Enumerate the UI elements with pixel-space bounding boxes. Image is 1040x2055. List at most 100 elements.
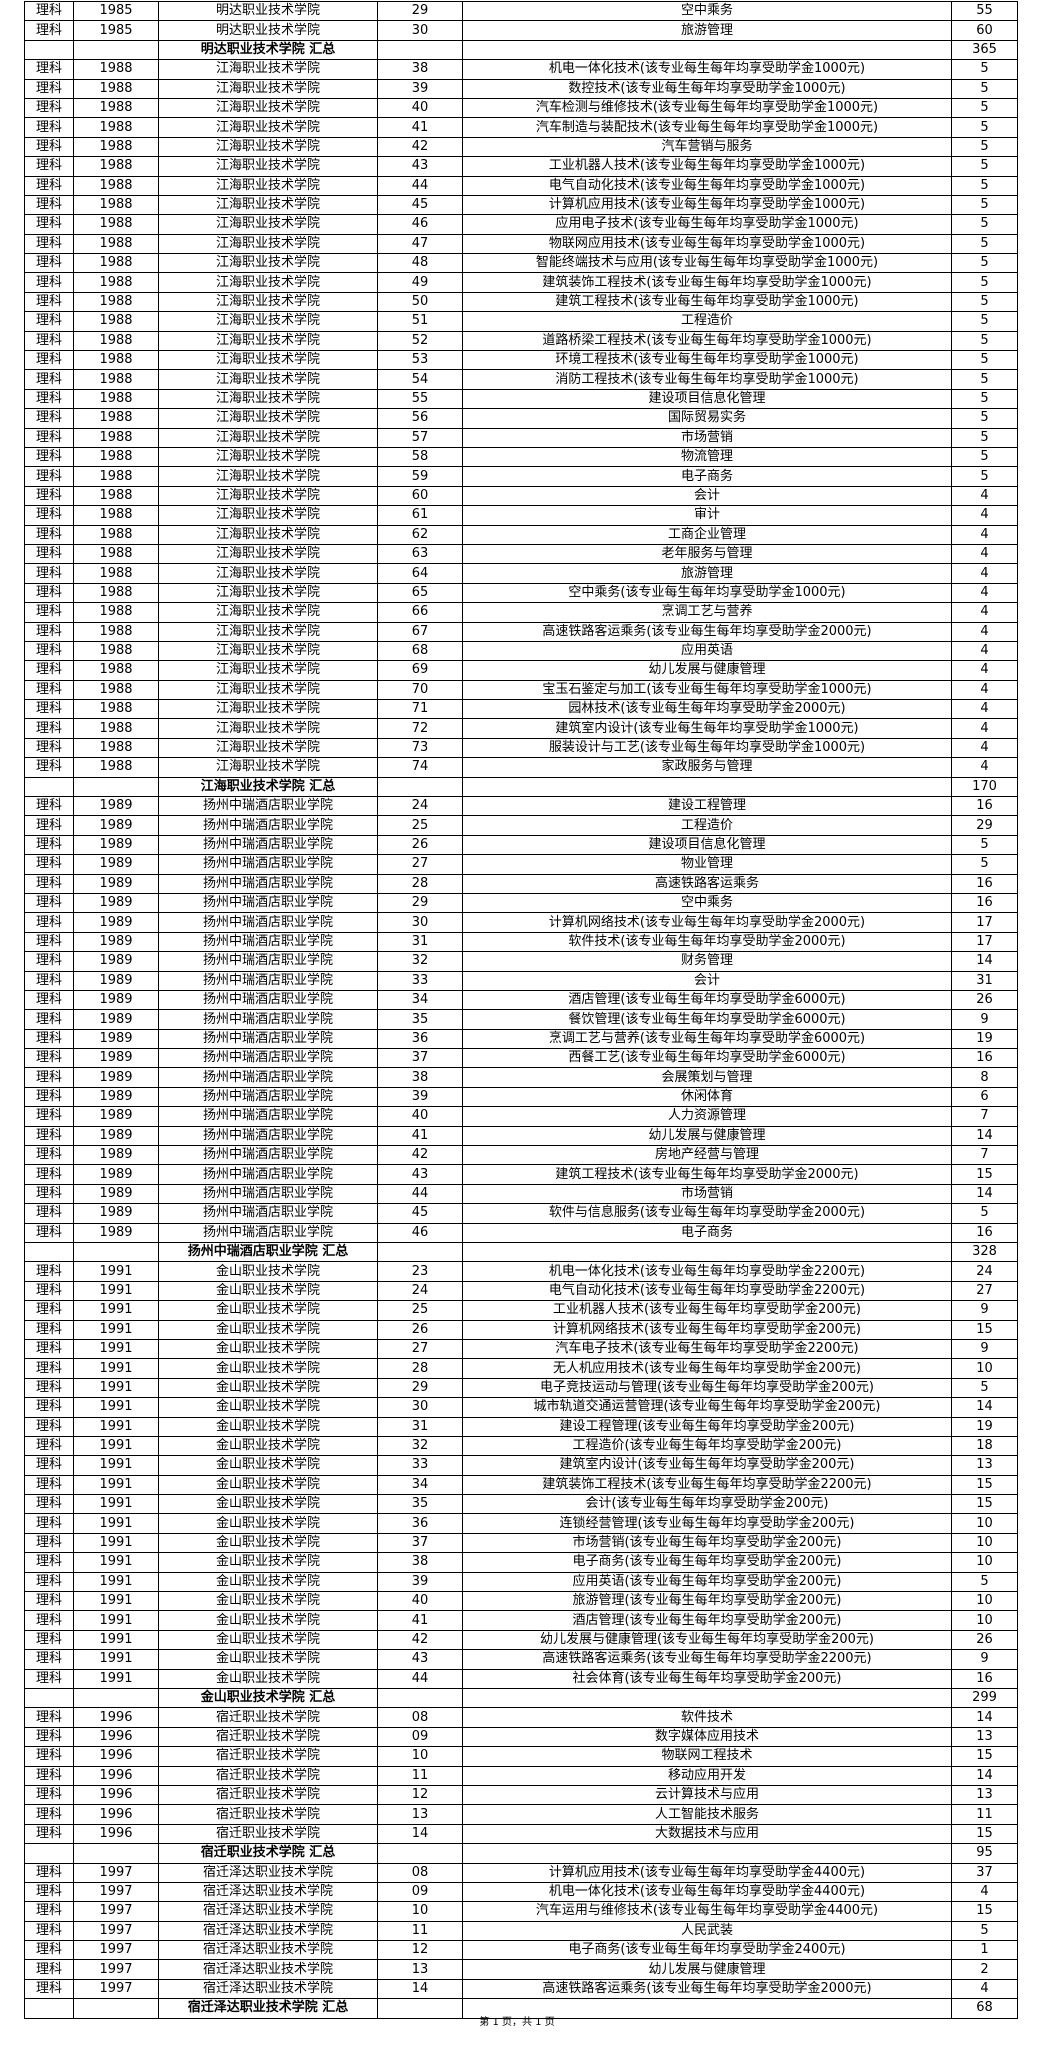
table-row: 理科 1988 江海职业技术学院 67 高速铁路客运乘务(该专业每生每年均享受助学金20… bbox=[24, 621, 1018, 642]
major-code-cell: 39 bbox=[377, 1571, 463, 1593]
school-name-cell: 金山职业技术学院 bbox=[158, 1513, 378, 1534]
table-row: 理科 1989 扬州中瑞酒店职业学院 26 建设项目信息化管理 5 bbox=[24, 834, 1018, 856]
school-name-cell: 江海职业技术学院 bbox=[158, 136, 378, 158]
category-cell: 理科 bbox=[24, 0, 74, 22]
category-cell: 理科 bbox=[24, 214, 74, 235]
table-row: 理科 1991 金山职业技术学院 32 工程造价(该专业每生每年均享受助学金200元) 1… bbox=[24, 1435, 1018, 1457]
school-code-cell: 1988 bbox=[73, 136, 159, 158]
category-cell: 理科 bbox=[24, 1358, 74, 1379]
major-code-cell: 74 bbox=[377, 757, 463, 778]
plan-count-cell: 4 bbox=[951, 602, 1018, 623]
plan-count-cell: 4 bbox=[951, 524, 1018, 545]
school-code-cell: 1988 bbox=[73, 505, 159, 526]
school-code-cell: 1991 bbox=[73, 1455, 159, 1476]
school-code-cell: 1989 bbox=[73, 1009, 159, 1030]
plan-count-cell: 7 bbox=[951, 1106, 1018, 1127]
school-name-cell: 金山职业技术学院 bbox=[158, 1591, 378, 1612]
plan-count-cell: 14 bbox=[951, 1125, 1018, 1147]
school-name-cell: 扬州中瑞酒店职业学院 bbox=[158, 1086, 378, 1108]
category-cell: 理科 bbox=[24, 543, 74, 565]
major-code-cell: 71 bbox=[377, 699, 463, 720]
plan-count-cell: 5 bbox=[951, 1203, 1018, 1224]
plan-count-cell: 4 bbox=[951, 485, 1018, 507]
table-row: 理科 1997 宿迁泽达职业技术学院 10 汽车运用与维修技术(该专业每生每年均享受助学… bbox=[24, 1901, 1018, 1922]
plan-count-cell: 24 bbox=[951, 1261, 1018, 1282]
table-row: 理科 1991 金山职业技术学院 38 电子商务(该专业每生每年均享受助学金200元) 1… bbox=[24, 1552, 1018, 1573]
major-code-cell: 38 bbox=[377, 59, 463, 80]
major-code-cell: 10 bbox=[377, 1746, 463, 1767]
plan-count-cell: 9 bbox=[951, 1009, 1018, 1030]
table-row: 理科 1989 扬州中瑞酒店职业学院 30 计算机网络技术(该专业每生每年均享受助学金2… bbox=[24, 912, 1018, 933]
summary-label-cell: 宿迁职业技术学院 汇总 bbox=[158, 1843, 378, 1864]
school-name-cell: 江海职业技术学院 bbox=[158, 350, 378, 371]
table-row: 理科 1989 扬州中瑞酒店职业学院 29 空中乘务 16 bbox=[24, 892, 1018, 914]
major-name-cell: 应用英语 bbox=[462, 640, 952, 662]
table-row: 理科 1985 明达职业技术学院 29 空中乘务 55 bbox=[24, 0, 1018, 22]
major-code-cell: 36 bbox=[377, 1028, 463, 1050]
major-code-cell: 60 bbox=[377, 485, 463, 507]
major-name-cell: 会计(该专业每生每年均享受助学金200元) bbox=[462, 1494, 952, 1515]
table-row: 理科 1988 江海职业技术学院 54 消防工程技术(该专业每生每年均享受助学金1000… bbox=[24, 369, 1018, 390]
major-name-cell: 高速铁路客运乘务(该专业每生每年均享受助学金2200元) bbox=[462, 1649, 952, 1670]
major-name-cell: 人民武装 bbox=[462, 1920, 952, 1942]
major-name-cell: 市场营销 bbox=[462, 1183, 952, 1205]
category-cell: 理科 bbox=[24, 1280, 74, 1302]
plan-count-cell: 16 bbox=[951, 873, 1018, 894]
major-name-cell: 城市轨道交通运营管理(该专业每生每年均享受助学金200元) bbox=[462, 1397, 952, 1418]
school-name-cell: 明达职业技术学院 bbox=[158, 20, 378, 41]
school-name-cell: 江海职业技术学院 bbox=[158, 369, 378, 390]
school-name-cell: 扬州中瑞酒店职业学院 bbox=[158, 989, 378, 1011]
category-cell: 理科 bbox=[24, 1377, 74, 1399]
school-code-cell: 1988 bbox=[73, 602, 159, 623]
school-name-cell: 江海职业技术学院 bbox=[158, 330, 378, 352]
summary-row: 江海职业技术学院 汇总 170 bbox=[24, 776, 1018, 798]
major-name-cell: 物联网应用技术(该专业每生每年均享受助学金1000元) bbox=[462, 233, 952, 255]
school-code-cell: 1996 bbox=[73, 1823, 159, 1845]
major-name-cell: 会计 bbox=[462, 970, 952, 991]
major-code-cell: 08 bbox=[377, 1862, 463, 1883]
category-cell: 理科 bbox=[24, 1707, 74, 1728]
major-name-cell: 云计算技术与应用 bbox=[462, 1784, 952, 1806]
summary-label-cell: 江海职业技术学院 汇总 bbox=[158, 776, 378, 798]
school-code-cell: 1989 bbox=[73, 989, 159, 1011]
category-cell: 理科 bbox=[24, 892, 74, 914]
school-code-cell: 1991 bbox=[73, 1532, 159, 1554]
major-name-cell: 老年服务与管理 bbox=[462, 543, 952, 565]
school-name-cell: 宿迁职业技术学院 bbox=[158, 1746, 378, 1767]
school-code-cell: 1985 bbox=[73, 0, 159, 22]
plan-count-cell: 4 bbox=[951, 563, 1018, 584]
table-body: 理科 1985 明达职业技术学院 29 空中乘务 55 理科 1985 明达职业技术学院 30 旅游… bbox=[24, 0, 1018, 2019]
major-code-cell: 38 bbox=[377, 1552, 463, 1573]
major-name-cell: 计算机网络技术(该专业每生每年均享受助学金200元) bbox=[462, 1319, 952, 1340]
school-name-cell: 金山职业技术学院 bbox=[158, 1280, 378, 1302]
summary-total-cell: 299 bbox=[951, 1687, 1018, 1709]
category-cell: 理科 bbox=[24, 1920, 74, 1942]
school-name-cell: 宿迁职业技术学院 bbox=[158, 1765, 378, 1786]
table-row: 理科 1991 金山职业技术学院 30 城市轨道交通运营管理(该专业每生每年均享受助学金… bbox=[24, 1397, 1018, 1418]
plan-count-cell: 29 bbox=[951, 815, 1018, 836]
summary-label-cell: 金山职业技术学院 汇总 bbox=[158, 1687, 378, 1709]
table-row: 理科 1988 江海职业技术学院 62 工商企业管理 4 bbox=[24, 524, 1018, 545]
category-cell: 理科 bbox=[24, 1474, 74, 1496]
school-code-cell: 1988 bbox=[73, 718, 159, 739]
major-name-cell: 环境工程技术(该专业每生每年均享受助学金1000元) bbox=[462, 350, 952, 371]
major-code-cell: 28 bbox=[377, 873, 463, 894]
school-code-cell: 1988 bbox=[73, 311, 159, 332]
table-row: 理科 1991 金山职业技术学院 43 高速铁路客运乘务(该专业每生每年均享受助学金22… bbox=[24, 1649, 1018, 1670]
major-code-cell: 43 bbox=[377, 1164, 463, 1185]
table-row: 理科 1997 宿迁泽达职业技术学院 11 人民武装 5 bbox=[24, 1920, 1018, 1942]
major-code-cell: 40 bbox=[377, 1106, 463, 1127]
major-name-cell: 工程造价 bbox=[462, 815, 952, 836]
plan-count-cell: 2 bbox=[951, 1959, 1018, 1980]
category-cell: 理科 bbox=[24, 970, 74, 991]
plan-count-cell: 4 bbox=[951, 1978, 1018, 2000]
category-cell: 理科 bbox=[24, 854, 74, 875]
school-name-cell: 江海职业技术学院 bbox=[158, 505, 378, 526]
school-name-cell: 宿迁泽达职业技术学院 bbox=[158, 1881, 378, 1903]
school-code-cell: 1988 bbox=[73, 524, 159, 545]
category-cell: 理科 bbox=[24, 602, 74, 623]
major-name-cell: 物流管理 bbox=[462, 446, 952, 468]
school-name-cell: 明达职业技术学院 bbox=[158, 0, 378, 22]
summary-total-cell: 365 bbox=[951, 39, 1018, 61]
school-code-cell: 1988 bbox=[73, 233, 159, 255]
